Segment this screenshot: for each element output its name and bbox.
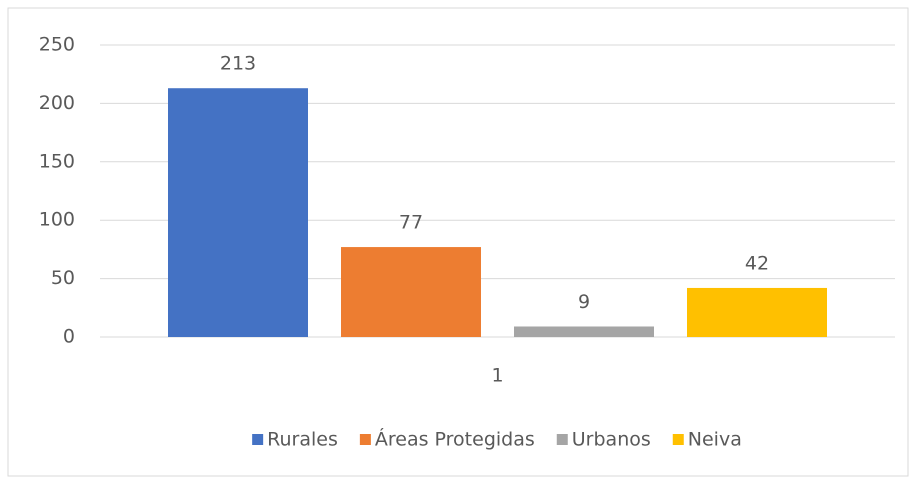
- data-label: 9: [578, 291, 590, 313]
- y-tick-label: 50: [51, 267, 75, 289]
- x-tick-label: 1: [491, 365, 503, 387]
- y-tick-label: 150: [39, 150, 75, 172]
- data-label: 42: [745, 252, 769, 274]
- legend-marker: [556, 434, 568, 445]
- data-label: 213: [220, 53, 256, 75]
- legend-marker: [359, 434, 371, 445]
- legend-label: Rurales: [267, 429, 338, 451]
- y-tick-label: 0: [63, 326, 75, 348]
- y-tick-label: 250: [39, 34, 75, 56]
- y-tick-label: 100: [39, 209, 75, 231]
- y-tick-label: 200: [39, 92, 75, 114]
- bar: [341, 247, 481, 337]
- legend-label: Urbanos: [572, 429, 651, 451]
- legend-label: Áreas Protegidas: [375, 428, 535, 451]
- bar: [514, 326, 654, 337]
- legend-marker: [672, 434, 684, 445]
- bar: [687, 287, 827, 337]
- legend-marker: [252, 434, 264, 445]
- chart-frame: [7, 7, 909, 477]
- bar: [168, 88, 308, 337]
- data-label: 77: [399, 212, 423, 234]
- legend-label: Neiva: [688, 429, 742, 451]
